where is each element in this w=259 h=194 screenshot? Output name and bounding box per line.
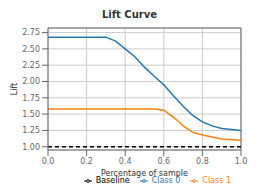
svg-text:2.00: 2.00 (22, 77, 40, 86)
html-text:Lift Curve: Lift Curve (101, 9, 157, 20)
svg-text:1.25: 1.25 (22, 126, 40, 135)
svg-text:0.6: 0.6 (157, 157, 170, 166)
svg-text:2.75: 2.75 (22, 28, 40, 37)
svg-text:Percentage of sample: Percentage of sample (101, 169, 188, 178)
svg-text:Lift: Lift (10, 83, 19, 96)
svg-text:2.50: 2.50 (22, 45, 40, 54)
svg-text:1.50: 1.50 (22, 110, 40, 119)
svg-text:1.0: 1.0 (235, 157, 248, 166)
svg-text:0.2: 0.2 (80, 157, 93, 166)
svg-text:1.75: 1.75 (22, 94, 40, 103)
html-text:Class 0: Class 0 (151, 176, 181, 185)
svg-text:2.25: 2.25 (22, 61, 40, 70)
svg-text:0.4: 0.4 (119, 157, 132, 166)
html-text:Baseline: Baseline (95, 176, 130, 185)
html-text:Class 1: Class 1 (202, 176, 231, 185)
svg-text:1.00: 1.00 (22, 143, 40, 152)
svg-text:0.0: 0.0 (42, 157, 55, 166)
svg-text:0.8: 0.8 (196, 157, 209, 166)
